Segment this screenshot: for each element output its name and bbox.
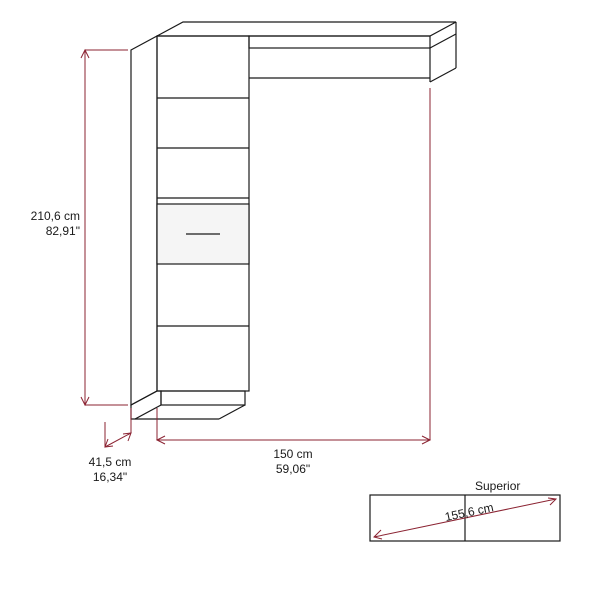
dim-height: 210,6 cm 82,91" <box>31 50 128 405</box>
dim-height-cm: 210,6 cm <box>31 209 80 223</box>
dimension-diagram: 210,6 cm 82,91" 41,5 cm 16,34" 150 cm 59… <box>0 0 600 600</box>
dim-width: 150 cm 59,06" <box>157 88 430 476</box>
top-shelf-top <box>157 22 456 36</box>
cabinet-base <box>161 391 245 405</box>
dim-width-in: 59,06" <box>276 462 310 476</box>
dim-height-in: 82,91" <box>46 224 80 238</box>
top-view-label: Superior <box>475 479 520 493</box>
top-view: Superior 155,6 cm <box>370 479 560 541</box>
dim-depth: 41,5 cm 16,34" <box>89 408 132 484</box>
base-right-depth <box>219 405 245 419</box>
dim-depth-cm: 41,5 cm <box>89 455 132 469</box>
dim-depth-in: 16,34" <box>93 470 127 484</box>
rail-right-bracket-depth <box>430 68 456 82</box>
cabinet-side-depth <box>131 36 157 405</box>
top-shelf-right-depth <box>430 34 456 48</box>
dim-diagonal-cm: 155,6 cm <box>444 500 495 524</box>
dim-width-cm: 150 cm <box>273 447 312 461</box>
top-shelf-front <box>249 36 430 48</box>
